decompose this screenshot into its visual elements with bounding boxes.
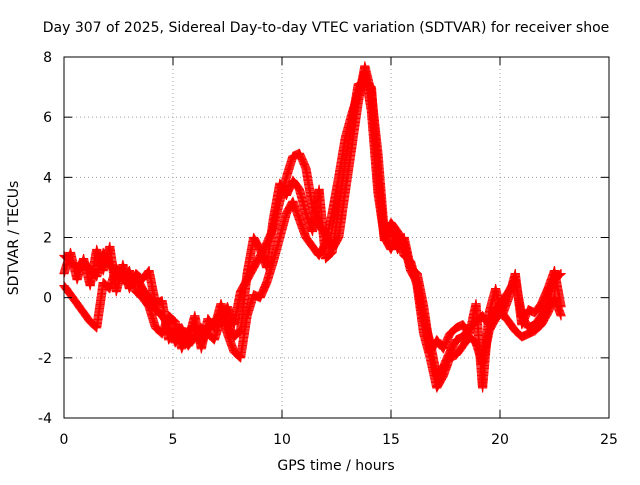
x-tick-label: 20 [491,432,509,448]
x-tick-label: 25 [600,432,618,448]
y-tick-label: 2 [43,231,52,247]
data-point-trace-c [556,302,566,312]
data-points [59,61,566,393]
x-tick-label: 5 [169,432,178,448]
y-tick-label: 6 [43,110,52,126]
x-tick-label: 15 [382,432,400,448]
y-tick-label: 0 [43,291,52,307]
y-tick-label: 4 [43,170,52,186]
y-axis-label: SDTVAR / TECUs [6,181,22,296]
y-tick-label: 8 [43,50,52,66]
x-tick-label: 0 [60,432,69,448]
y-tick-label: -2 [38,351,52,367]
x-tick-label: 10 [273,432,291,448]
axis-ticks: 0 5 10 15 20 25 -4 -2 0 2 4 6 8 [38,50,618,448]
x-axis-label: GPS time / hours [277,458,394,474]
y-tick-label: -4 [38,411,52,427]
chart-title: Day 307 of 2025, Sidereal Day-to-day VTE… [43,20,610,36]
data-point-trace-b [556,311,566,321]
